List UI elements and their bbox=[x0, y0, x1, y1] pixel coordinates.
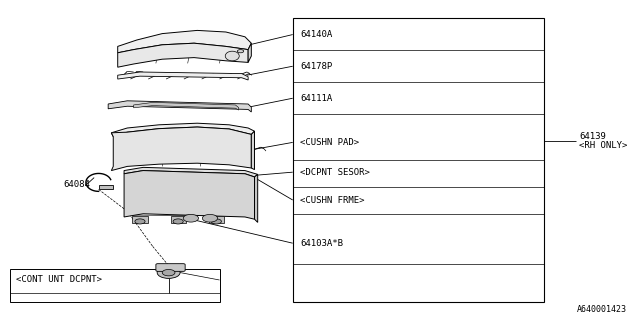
Text: <CUSHN FRME>: <CUSHN FRME> bbox=[300, 196, 365, 204]
Text: 64111A: 64111A bbox=[300, 94, 333, 103]
Polygon shape bbox=[111, 127, 252, 171]
Polygon shape bbox=[118, 43, 248, 67]
Text: A640001423: A640001423 bbox=[577, 305, 627, 314]
Ellipse shape bbox=[225, 51, 239, 61]
Circle shape bbox=[157, 267, 180, 278]
Polygon shape bbox=[108, 101, 252, 112]
Polygon shape bbox=[248, 43, 252, 62]
Circle shape bbox=[135, 219, 145, 224]
Bar bbox=[209, 216, 224, 223]
Bar bbox=[170, 216, 186, 223]
Polygon shape bbox=[118, 72, 248, 80]
Circle shape bbox=[163, 269, 175, 276]
Bar bbox=[292, 18, 544, 302]
Circle shape bbox=[237, 50, 244, 53]
Circle shape bbox=[202, 214, 218, 222]
Circle shape bbox=[183, 214, 198, 222]
Text: 64139: 64139 bbox=[579, 132, 606, 140]
Text: <DCPNT SESOR>: <DCPNT SESOR> bbox=[300, 168, 370, 177]
Polygon shape bbox=[255, 174, 258, 222]
Polygon shape bbox=[118, 30, 252, 53]
Polygon shape bbox=[134, 102, 239, 110]
Bar bbox=[10, 269, 220, 302]
Bar bbox=[99, 185, 113, 189]
FancyBboxPatch shape bbox=[156, 264, 185, 271]
Text: 64084: 64084 bbox=[63, 180, 90, 188]
Circle shape bbox=[211, 219, 221, 224]
Text: <CONT UNT DCPNT>: <CONT UNT DCPNT> bbox=[16, 276, 102, 284]
Text: 64103A*B: 64103A*B bbox=[300, 239, 343, 248]
Text: <RH ONLY>: <RH ONLY> bbox=[579, 141, 627, 150]
Polygon shape bbox=[252, 131, 255, 170]
Text: <CUSHN PAD>: <CUSHN PAD> bbox=[300, 138, 360, 147]
Text: 64178P: 64178P bbox=[300, 62, 333, 71]
Polygon shape bbox=[124, 171, 255, 219]
Polygon shape bbox=[111, 123, 255, 137]
Circle shape bbox=[173, 219, 183, 224]
Bar bbox=[132, 216, 148, 223]
Text: 64140A: 64140A bbox=[300, 30, 333, 39]
Polygon shape bbox=[124, 167, 258, 177]
